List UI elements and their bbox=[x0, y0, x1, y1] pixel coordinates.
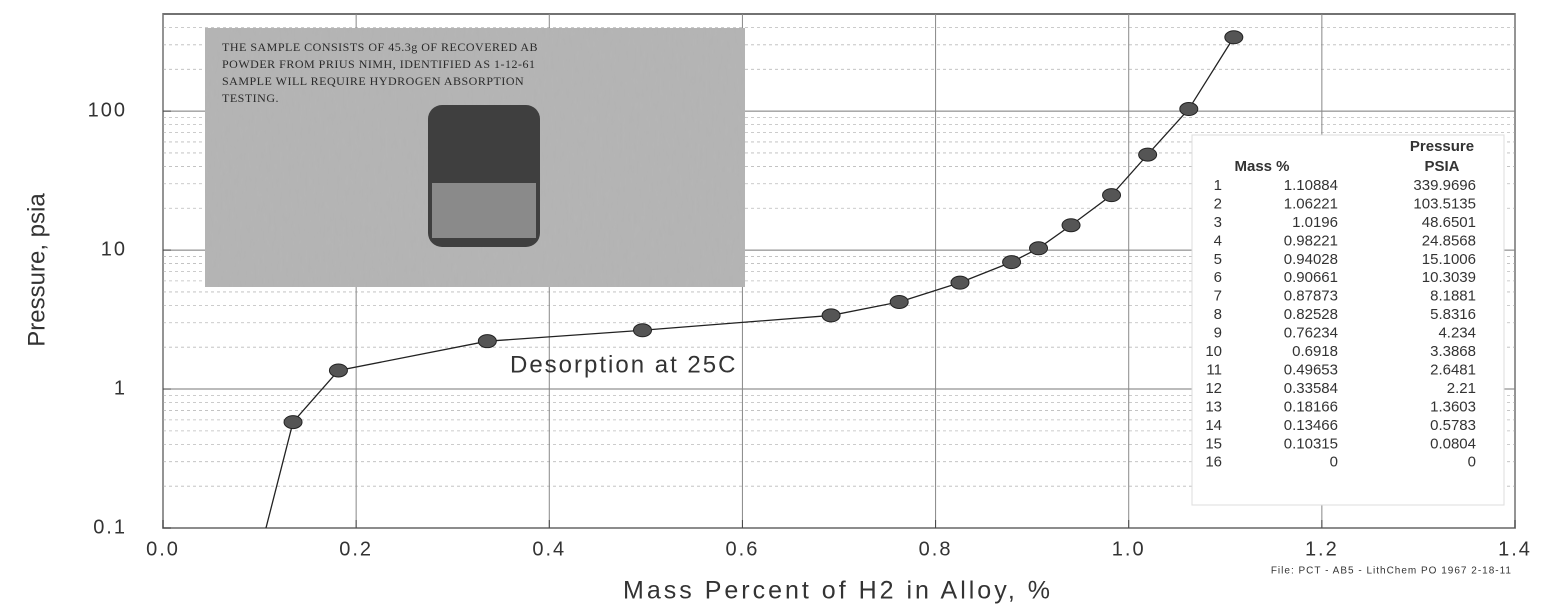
mass-cell: 0.49653 bbox=[1284, 361, 1338, 378]
row-number: 8 bbox=[1214, 306, 1222, 323]
row-number: 15 bbox=[1205, 435, 1222, 452]
data-point bbox=[950, 275, 970, 290]
x-tick-label: 1.0 bbox=[1112, 538, 1146, 560]
mass-cell: 0.10315 bbox=[1284, 435, 1338, 452]
y-axis-label: Pressure, psia bbox=[23, 193, 50, 347]
data-point bbox=[1102, 188, 1122, 203]
pressure-cell: 3.3868 bbox=[1430, 343, 1476, 360]
mass-cell: 1.06221 bbox=[1284, 195, 1338, 212]
pressure-cell: 339.9696 bbox=[1413, 177, 1476, 194]
x-tick-label: 0.6 bbox=[726, 538, 760, 560]
row-number: 13 bbox=[1205, 398, 1222, 415]
data-point bbox=[1061, 218, 1081, 233]
jar-label bbox=[432, 183, 536, 238]
pressure-cell: 15.1006 bbox=[1422, 251, 1476, 268]
mass-cell: 0.98221 bbox=[1284, 232, 1338, 249]
data-point bbox=[328, 363, 348, 378]
row-number: 11 bbox=[1206, 361, 1222, 378]
x-tick-label: 0.8 bbox=[919, 538, 953, 560]
mass-cell: 0.87873 bbox=[1284, 288, 1338, 305]
data-point bbox=[889, 294, 909, 309]
row-number: 5 bbox=[1214, 251, 1222, 268]
pressure-cell: 2.21 bbox=[1447, 380, 1476, 397]
y-tick-label: 1 bbox=[114, 377, 127, 399]
mass-cell: 1.0196 bbox=[1292, 214, 1338, 231]
pressure-cell: 0.5783 bbox=[1430, 417, 1476, 434]
data-point bbox=[1029, 241, 1049, 256]
data-table bbox=[1191, 134, 1505, 506]
pressure-cell: 4.234 bbox=[1438, 325, 1476, 342]
pressure-cell: 0 bbox=[1468, 454, 1476, 471]
mass-cell: 0.82528 bbox=[1284, 306, 1338, 323]
x-tick-label: 0.0 bbox=[146, 538, 180, 560]
pressure-cell: 103.5135 bbox=[1413, 195, 1476, 212]
pressure-cell: 0.0804 bbox=[1430, 435, 1476, 452]
row-number: 10 bbox=[1205, 343, 1222, 360]
table-header: PSIA bbox=[1424, 158, 1459, 175]
table-header: Pressure bbox=[1410, 138, 1474, 155]
x-tick-label: 0.2 bbox=[339, 538, 373, 560]
data-point bbox=[1179, 102, 1199, 117]
row-number: 16 bbox=[1205, 454, 1222, 471]
x-tick-label: 0.4 bbox=[532, 538, 566, 560]
mass-cell: 0.6918 bbox=[1292, 343, 1338, 360]
mass-cell: 0.90661 bbox=[1284, 269, 1338, 286]
mass-cell: 0.76234 bbox=[1284, 325, 1338, 342]
row-number: 14 bbox=[1205, 417, 1222, 434]
data-point bbox=[821, 308, 841, 323]
row-number: 4 bbox=[1214, 232, 1222, 249]
pressure-cell: 24.8568 bbox=[1422, 232, 1476, 249]
photo-inset bbox=[205, 28, 745, 287]
mass-cell: 0.33584 bbox=[1284, 380, 1338, 397]
footnote: File: PCT - AB5 - LithChem PO 1967 2-18-… bbox=[1271, 566, 1512, 577]
mass-cell: 0.94028 bbox=[1284, 251, 1338, 268]
x-axis-label: Mass Percent of H2 in Alloy, % bbox=[623, 577, 1053, 605]
table-header: Mass % bbox=[1234, 158, 1289, 175]
x-tick-label: 1.2 bbox=[1305, 538, 1339, 560]
row-number: 9 bbox=[1214, 325, 1222, 342]
mass-cell: 0 bbox=[1330, 454, 1338, 471]
row-number: 2 bbox=[1214, 195, 1222, 212]
pressure-cell: 2.6481 bbox=[1430, 361, 1476, 378]
pressure-cell: 1.3603 bbox=[1430, 398, 1476, 415]
pressure-cell: 8.1881 bbox=[1430, 288, 1476, 305]
data-point bbox=[633, 323, 653, 338]
row-number: 1 bbox=[1214, 177, 1222, 194]
mass-cell: 1.10884 bbox=[1284, 177, 1338, 194]
photo-caption: POWDER FROM PRIUS NIMH, IDENTIFIED AS 1-… bbox=[222, 57, 536, 71]
row-number: 6 bbox=[1214, 269, 1222, 286]
x-tick-label: 1.4 bbox=[1498, 538, 1532, 560]
mass-cell: 0.18166 bbox=[1284, 398, 1338, 415]
photo-caption: SAMPLE WILL REQUIRE HYDROGEN ABSORPTION bbox=[222, 74, 524, 88]
mass-cell: 0.13466 bbox=[1284, 417, 1338, 434]
pressure-cell: 5.8316 bbox=[1430, 306, 1476, 323]
y-tick-label: 0.1 bbox=[93, 516, 127, 538]
data-point bbox=[1138, 147, 1158, 162]
pressure-cell: 10.3039 bbox=[1422, 269, 1476, 286]
data-point bbox=[283, 415, 303, 430]
y-tick-label: 100 bbox=[88, 99, 127, 121]
row-number: 3 bbox=[1214, 214, 1222, 231]
data-point bbox=[1002, 255, 1022, 270]
data-point bbox=[477, 334, 497, 349]
data-point bbox=[1224, 30, 1244, 45]
pressure-cell: 48.6501 bbox=[1422, 214, 1476, 231]
y-tick-label: 10 bbox=[101, 238, 127, 260]
photo-caption: TESTING. bbox=[222, 91, 279, 105]
row-number: 7 bbox=[1214, 288, 1222, 305]
row-number: 12 bbox=[1205, 380, 1222, 397]
photo-caption: THE SAMPLE CONSISTS OF 45.3g OF RECOVERE… bbox=[222, 40, 538, 54]
annotation: Desorption at 25C bbox=[510, 351, 737, 378]
